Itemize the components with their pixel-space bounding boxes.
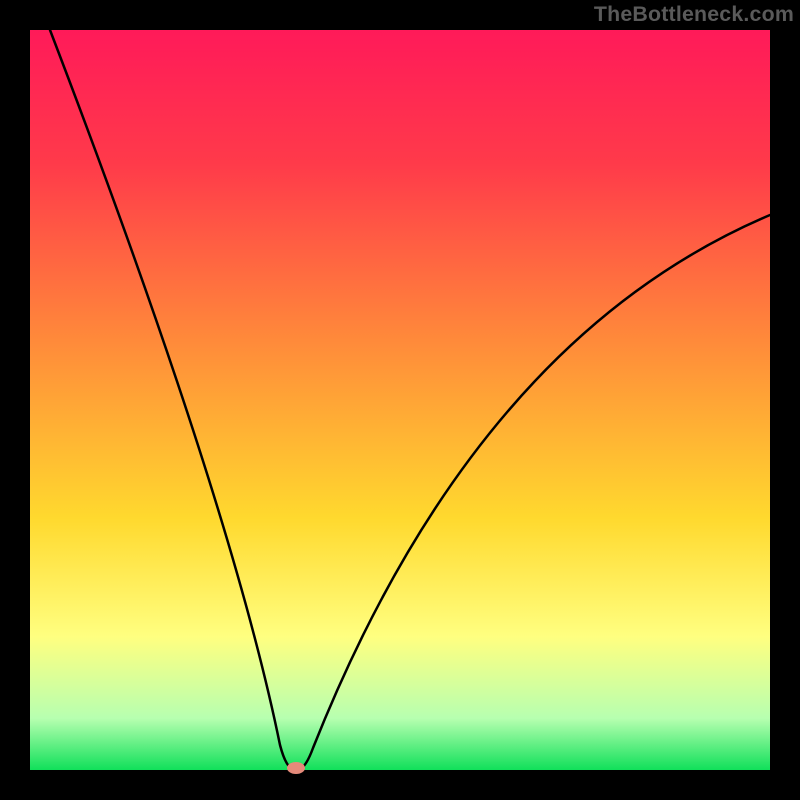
minimum-marker xyxy=(287,762,305,774)
chart-container: TheBottleneck.com xyxy=(0,0,800,800)
watermark: TheBottleneck.com xyxy=(594,2,794,27)
plot-area xyxy=(30,30,770,770)
